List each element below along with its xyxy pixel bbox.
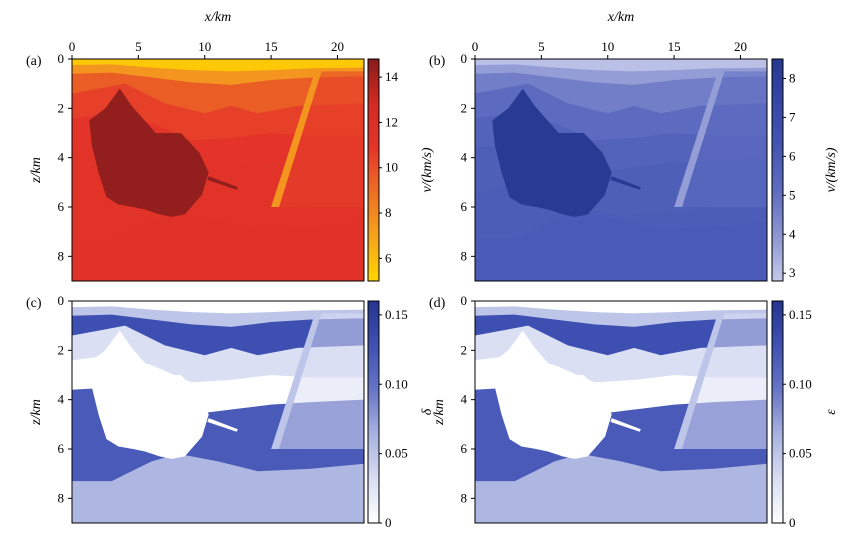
panel-d: 0 2 4 6 8 z/km (d) 0 0.05 0.10 0.15 ε	[429, 293, 839, 530]
panel-label: (d)	[429, 296, 446, 311]
x-tick-label: 5	[538, 39, 545, 54]
colorbar	[771, 300, 784, 524]
layer-7	[72, 211, 364, 281]
colorbar-tick-label: 8	[789, 70, 796, 85]
fault-zone	[674, 71, 725, 207]
x-tick-label: 20	[331, 39, 344, 54]
y-tick-label: 2	[461, 100, 468, 115]
y-tick-label: 8	[58, 490, 65, 505]
fault-block	[271, 71, 364, 207]
y-tick-label: 8	[58, 248, 65, 263]
layer-7	[72, 453, 364, 523]
fault-block	[674, 313, 767, 449]
model-field	[72, 301, 364, 523]
colorbar-label: δ	[420, 408, 435, 415]
colorbar	[771, 58, 784, 282]
y-axis-label: z/km	[29, 157, 44, 184]
colorbar-tick-label: 6	[789, 148, 796, 163]
y-tick-label: 0	[58, 51, 65, 66]
colorbar-label: v/(km/s)	[824, 147, 839, 192]
model-field	[475, 301, 767, 523]
colorbar-tick-label: 0.15	[789, 307, 812, 322]
colorbar-tick-label: 0	[385, 515, 392, 530]
salt-body	[89, 88, 209, 217]
y-tick-label: 4	[461, 392, 468, 407]
colorbar-tick-label: 0.05	[385, 446, 408, 461]
x-tick-label: 0	[472, 39, 479, 54]
colorbar-tick-label: 12	[385, 114, 398, 129]
y-tick-label: 4	[461, 150, 468, 165]
colorbar-tick-label: 14	[385, 69, 399, 84]
colorbar-tick-label: 5	[789, 187, 796, 202]
x-tick-label: 10	[198, 39, 211, 54]
salt-body	[89, 330, 209, 459]
model-field	[475, 59, 767, 281]
y-tick-label: 2	[58, 100, 65, 115]
salt-wedge	[610, 418, 641, 432]
y-tick-label: 4	[58, 150, 65, 165]
colorbar-tick-label: 0.10	[385, 376, 408, 391]
y-tick-label: 6	[58, 441, 65, 456]
model-field	[72, 59, 364, 281]
colorbar	[367, 58, 380, 282]
panel-label: (a)	[26, 54, 42, 69]
colorbar-tick-label: 0.05	[789, 446, 812, 461]
colorbar-tick-label: 0.10	[789, 376, 812, 391]
x-tick-label: 5	[135, 39, 142, 54]
y-axis-label: z/km	[432, 399, 447, 426]
fault-zone	[271, 71, 322, 207]
layer-7	[475, 211, 767, 281]
colorbar-tick-label: 8	[385, 205, 392, 220]
colorbar-label: ε	[824, 409, 839, 415]
colorbar-tick-label: 4	[789, 226, 796, 241]
y-tick-label: 0	[58, 293, 65, 308]
x-axis-label: x/km	[204, 10, 231, 25]
x-tick-label: 20	[734, 39, 747, 54]
layer-7	[475, 453, 767, 523]
colorbar-tick-label: 3	[789, 265, 796, 280]
y-tick-label: 8	[461, 490, 468, 505]
y-tick-label: 6	[461, 441, 468, 456]
colorbar-tick-label: 0	[789, 515, 796, 530]
panel-c: 0 2 4 6 8 z/km (c) 0 0.05 0.10 0.15 δ	[26, 293, 435, 530]
salt-wedge	[207, 418, 238, 432]
plot-frame	[474, 300, 768, 524]
x-tick-label: 0	[69, 39, 76, 54]
salt-wedge	[207, 176, 238, 190]
y-tick-label: 2	[461, 342, 468, 357]
plot-frame	[71, 300, 365, 524]
panel-label: (c)	[26, 296, 42, 311]
x-tick-label: 15	[668, 39, 681, 54]
colorbar-tick-label: 10	[385, 160, 398, 175]
fault-zone	[674, 313, 725, 449]
y-axis-label: z/km	[29, 399, 44, 426]
plot-frame	[474, 58, 768, 282]
panel-b: 0 5 10 15 20 x/km 0 2 4 6 8 (b) 3 4 5 6 7 8 v/(km/s)	[429, 10, 839, 282]
colorbar-tick-label: 7	[789, 109, 796, 124]
y-tick-label: 0	[461, 51, 468, 66]
fault-block	[674, 71, 767, 207]
fault-block	[271, 313, 364, 449]
y-tick-label: 6	[58, 199, 65, 214]
x-axis-label: x/km	[607, 10, 634, 25]
x-tick-label: 15	[265, 39, 278, 54]
colorbar-tick-label: 6	[385, 250, 392, 265]
salt-wedge	[610, 176, 641, 190]
x-tick-label: 10	[601, 39, 614, 54]
salt-body	[492, 330, 612, 459]
panel-a: 0 5 10 15 20 x/km 0 2 4 6 8 z/km (a) 6 8 10 12 14 v/(km/s)	[26, 10, 435, 282]
y-tick-label: 0	[461, 293, 468, 308]
fault-zone	[271, 313, 322, 449]
panel-label: (b)	[429, 54, 446, 69]
y-tick-label: 8	[461, 248, 468, 263]
y-tick-label: 6	[461, 199, 468, 214]
salt-body	[492, 88, 612, 217]
plot-frame	[71, 58, 365, 282]
colorbar-tick-label: 0.15	[385, 307, 408, 322]
colorbar-label: v/(km/s)	[420, 147, 435, 192]
y-tick-label: 4	[58, 392, 65, 407]
colorbar	[367, 300, 380, 524]
y-tick-label: 2	[58, 342, 65, 357]
